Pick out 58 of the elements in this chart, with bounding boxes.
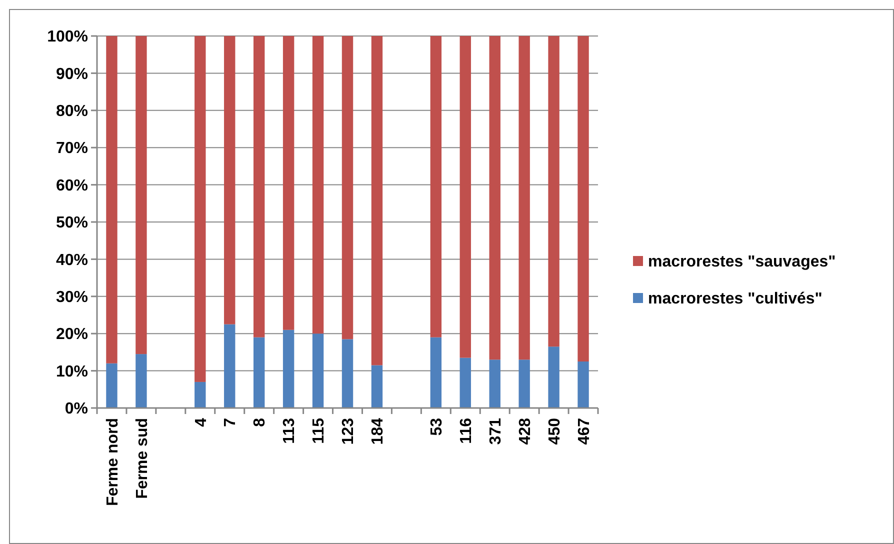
x-tick-label: 7 [222, 418, 240, 427]
bar [460, 358, 471, 408]
bar [136, 354, 147, 408]
bar [548, 346, 560, 408]
x-tick-label: 53 [428, 418, 446, 436]
y-tick-label: 0% [64, 400, 88, 418]
bar [282, 36, 294, 330]
bar [518, 36, 530, 360]
bar [460, 36, 471, 358]
bar [312, 334, 324, 408]
bar [224, 324, 236, 408]
bar [430, 337, 442, 408]
y-tick-label: 100% [47, 28, 88, 46]
bar [489, 36, 500, 360]
y-tick-label: 50% [56, 214, 88, 232]
x-tick-label: Ferme sud [134, 418, 151, 499]
x-tick-label: 428 [516, 418, 534, 445]
y-tick-label: 10% [56, 363, 88, 380]
x-tick-label: 4 [192, 418, 210, 427]
bar [312, 36, 324, 334]
bar [136, 36, 147, 354]
x-tick-label: 467 [576, 418, 593, 445]
x-tick-label: 116 [458, 418, 475, 444]
bar [106, 363, 118, 408]
bar [518, 360, 530, 408]
y-tick-label: 90% [56, 66, 88, 83]
y-tick-label: 60% [56, 177, 88, 194]
y-tick-label: 20% [56, 326, 88, 344]
x-tick-label: 123 [340, 418, 358, 445]
bar [253, 337, 265, 408]
legend-label: macrorestes "cultivés" [648, 290, 822, 308]
y-tick-label: 30% [56, 289, 88, 306]
x-tick-label: 115 [310, 418, 328, 444]
bar [578, 362, 589, 408]
bar [342, 339, 354, 408]
bar [282, 330, 294, 408]
bar [106, 36, 118, 364]
bar [548, 36, 560, 347]
bar [578, 36, 589, 362]
bar [224, 36, 236, 324]
y-tick-label: 40% [56, 252, 88, 269]
bar [253, 36, 265, 338]
bar [342, 36, 354, 340]
x-tick-label: 371 [487, 418, 504, 445]
legend-label: macrorestes "sauvages" [648, 254, 836, 271]
bar [489, 360, 500, 408]
x-tick-label: 113 [281, 418, 298, 444]
bar [371, 36, 383, 366]
y-tick-label: 70% [56, 140, 88, 158]
bar [194, 36, 206, 382]
x-tick-label: 8 [252, 418, 269, 427]
bar [371, 365, 383, 408]
y-tick-label: 80% [56, 103, 88, 120]
x-tick-label: 184 [370, 418, 387, 445]
bar [430, 36, 442, 338]
x-tick-label: 450 [546, 418, 564, 445]
bar [194, 382, 206, 408]
x-tick-label: Ferme nord [104, 418, 122, 506]
